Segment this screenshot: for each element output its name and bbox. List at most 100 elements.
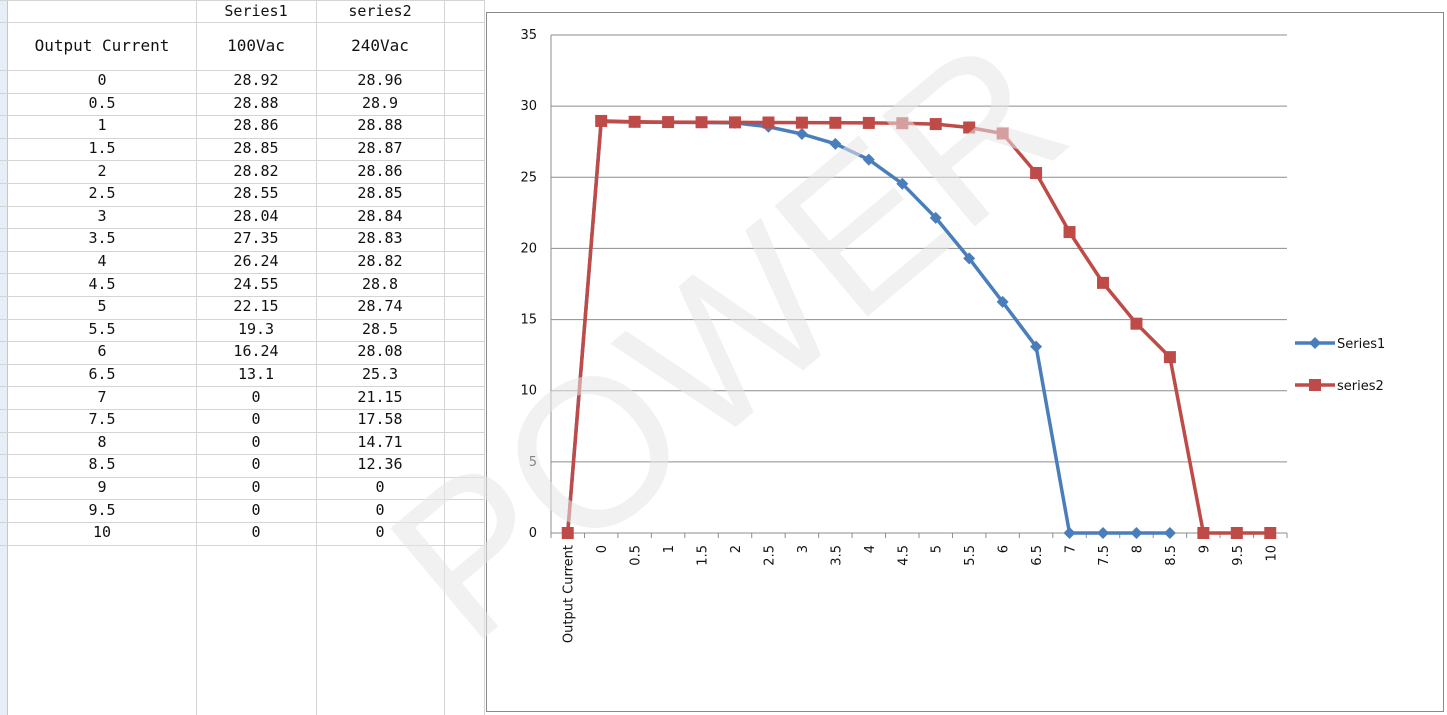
cell-series1[interactable]: 0: [251, 523, 261, 542]
cell-output-current[interactable]: 1.5: [88, 139, 116, 158]
cell-output-current[interactable]: 0: [97, 71, 107, 90]
table-row: 9 0 0: [8, 476, 444, 499]
cell-output-current[interactable]: 3: [97, 206, 107, 225]
cell-series1[interactable]: 28.86: [233, 116, 279, 135]
cell-series1[interactable]: 28.04: [233, 206, 279, 225]
cell-series2[interactable]: 28.88: [357, 116, 403, 135]
cell-series1[interactable]: 0: [251, 387, 261, 406]
data-point-series2: [595, 114, 608, 127]
cell-output-current[interactable]: 2: [97, 161, 107, 180]
cell-series2[interactable]: series2: [348, 2, 412, 20]
cell-series1[interactable]: 0: [251, 500, 261, 519]
chart-area[interactable]: 0 5 10 15 20 25 30 35 Output Current 0 0.5 1 1.5 2 2.5…: [486, 12, 1444, 712]
cell-series2[interactable]: 0: [375, 523, 385, 542]
cell-series2[interactable]: 28.82: [357, 252, 403, 271]
data-point-series2: [1130, 317, 1143, 330]
cell-output-current[interactable]: 8.5: [88, 455, 116, 474]
legend-marker: [1309, 337, 1321, 349]
cell-output-current[interactable]: 5: [97, 297, 107, 316]
cell-output-current[interactable]: 7: [97, 387, 107, 406]
cell-series1[interactable]: 24.55: [233, 274, 279, 293]
cell-series1[interactable]: 100Vac: [227, 35, 285, 55]
cell-series1[interactable]: 28.55: [233, 184, 279, 203]
cell-series2[interactable]: 21.15: [357, 387, 403, 406]
cell-output-current[interactable]: 7.5: [88, 410, 116, 429]
sheet-row-line: [0, 477, 484, 478]
cell-series1[interactable]: 0: [251, 410, 261, 429]
cell-series1[interactable]: 26.24: [233, 252, 279, 271]
cell-output-current[interactable]: 6.5: [88, 365, 116, 384]
cell-output-current[interactable]: 8: [97, 432, 107, 451]
cell-series1[interactable]: 0: [251, 432, 261, 451]
table-row: 1.5 28.85 28.87: [8, 137, 444, 160]
cell-series2[interactable]: 12.36: [357, 455, 403, 474]
cell-series1[interactable]: 22.15: [233, 297, 279, 316]
cell-series1[interactable]: 28.85: [233, 139, 279, 158]
table-row: 7 0 21.15: [8, 385, 444, 408]
cell-series2[interactable]: 28.5: [361, 319, 399, 338]
sheet-column-line: [484, 0, 485, 715]
cell-series2[interactable]: 28.83: [357, 229, 403, 248]
cell-output-current[interactable]: 4: [97, 252, 107, 271]
cell-output-current[interactable]: 2.5: [88, 184, 116, 203]
cell-series1[interactable]: 13.1: [237, 365, 275, 384]
cell-series2[interactable]: 28.8: [361, 274, 399, 293]
cell-series2[interactable]: 14.71: [357, 432, 403, 451]
cell-series2[interactable]: 28.85: [357, 184, 403, 203]
cell-series1[interactable]: Series1: [224, 2, 288, 20]
x-tick-label: 9.5: [1231, 545, 1246, 566]
data-point-series2: [795, 116, 808, 129]
cell-series1[interactable]: 28.88: [233, 93, 279, 112]
table-row: 6.5 13.1 25.3: [8, 363, 444, 386]
cell-series2[interactable]: 28.9: [361, 93, 399, 112]
cell-series1[interactable]: 28.82: [233, 161, 279, 180]
sheet-row-line: [0, 409, 484, 410]
sheet-row-line: [0, 183, 484, 184]
table-row: 0.5 28.88 28.9: [8, 92, 444, 115]
cell-series1[interactable]: 0: [251, 477, 261, 496]
sheet-row-line: [0, 251, 484, 252]
cell-series2[interactable]: 0: [375, 477, 385, 496]
y-tick-label: 35: [520, 28, 537, 43]
x-tick-label: 9: [1197, 545, 1212, 553]
table-row: 4.5 24.55 28.8: [8, 272, 444, 295]
cell-output-current[interactable]: 9: [97, 477, 107, 496]
cell-series1[interactable]: 28.92: [233, 71, 279, 90]
cell-output-current[interactable]: 0.5: [88, 93, 116, 112]
cell-series1[interactable]: 16.24: [233, 342, 279, 361]
sheet-left-edge: [0, 0, 8, 715]
cell-series1[interactable]: 27.35: [233, 229, 279, 248]
cell-series1[interactable]: 0: [251, 455, 261, 474]
cell-output-current[interactable]: 4.5: [88, 274, 116, 293]
cell-output-current[interactable]: [8, 0, 196, 22]
data-point-series2: [1197, 527, 1210, 539]
sheet-row-line: [0, 93, 484, 94]
table-row: Series1 series2: [8, 0, 444, 22]
table-row: 10 0 0: [8, 521, 444, 544]
cell-series2[interactable]: 0: [375, 500, 385, 519]
cell-series2[interactable]: 28.86: [357, 161, 403, 180]
x-tick-label: 1: [662, 545, 677, 553]
cell-series2[interactable]: 28.87: [357, 139, 403, 158]
cell-series2[interactable]: 28.74: [357, 297, 403, 316]
cell-output-current[interactable]: Output Current: [34, 35, 170, 55]
cell-series1[interactable]: 19.3: [237, 319, 275, 338]
cell-output-current[interactable]: 5.5: [88, 319, 116, 338]
sheet-row-line: [0, 22, 484, 23]
cell-output-current[interactable]: 6: [97, 342, 107, 361]
cell-output-current[interactable]: 1: [97, 116, 107, 135]
cell-series2[interactable]: 17.58: [357, 410, 403, 429]
cell-output-current[interactable]: 3.5: [88, 229, 116, 248]
cell-series2[interactable]: 240Vac: [351, 35, 409, 55]
sheet-column-line: [316, 0, 317, 715]
cell-series2[interactable]: 28.84: [357, 206, 403, 225]
cell-series2[interactable]: 25.3: [361, 365, 399, 384]
cell-output-current[interactable]: 10: [92, 523, 112, 542]
cell-series2[interactable]: 28.96: [357, 71, 403, 90]
data-table: Series1 series2 Output Current 100Vac 240Vac…: [8, 0, 444, 543]
table-row: 5.5 19.3 28.5: [8, 318, 444, 341]
cell-output-current[interactable]: 9.5: [88, 500, 116, 519]
sheet-row-line: [0, 296, 484, 297]
cell-series2[interactable]: 28.08: [357, 342, 403, 361]
